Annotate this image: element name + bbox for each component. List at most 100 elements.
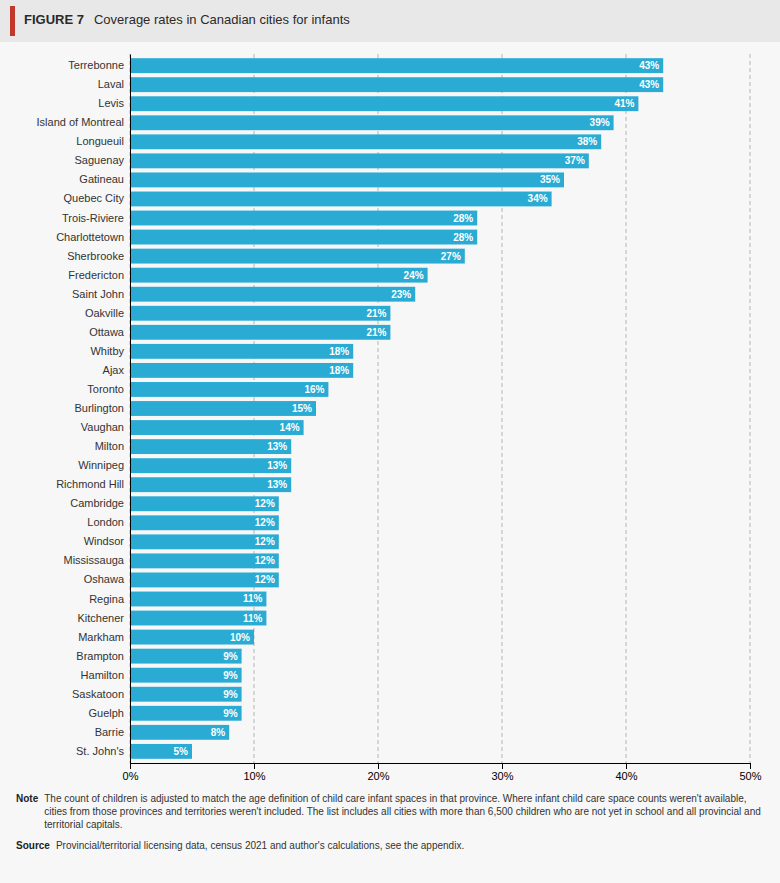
x-tick-mark — [378, 763, 379, 769]
bar — [130, 458, 291, 473]
y-tick: Brampton — [76, 650, 124, 662]
y-tick: Longueuil — [76, 135, 124, 147]
title: Coverage rates in Canadian cities for in… — [94, 12, 350, 27]
y-tick-label: Whitby — [90, 345, 124, 357]
y-tick-label: Vaughan — [81, 421, 124, 433]
y-tick-label: Cambridge — [70, 497, 124, 509]
data-label: 11% — [243, 593, 263, 604]
y-tick-label: Ottawa — [89, 326, 125, 338]
bar — [130, 249, 465, 264]
data-label: 12% — [255, 536, 275, 547]
background — [0, 0, 780, 883]
data-label: 41% — [614, 98, 634, 109]
y-tick: Oakville — [85, 307, 124, 319]
y-tick: Guelph — [89, 707, 124, 719]
y-tick: Burlington — [74, 402, 124, 414]
y-tick: Barrie — [95, 726, 124, 738]
bar — [130, 172, 564, 187]
y-tick: Whitby — [90, 345, 124, 357]
title-background — [0, 0, 780, 42]
y-tick: Windsor — [84, 535, 125, 547]
bar — [130, 401, 316, 416]
data-labels: 43%43%41%39%38%37%35%34%28%28%27%24%23%2… — [174, 60, 660, 757]
data-label: 43% — [639, 60, 659, 71]
y-tick-label: Windsor — [84, 535, 125, 547]
x-tick-label: 50% — [739, 770, 761, 782]
notes: Note The count of children is adjusted to… — [16, 793, 761, 851]
data-label: 21% — [366, 308, 386, 319]
y-tick-label: Charlottetown — [56, 231, 124, 243]
bar — [130, 134, 601, 149]
y-tick-label: Milton — [95, 440, 124, 452]
x-tick-mark — [750, 763, 751, 769]
data-label: 16% — [304, 384, 324, 395]
bar — [130, 115, 614, 130]
y-tick-label: Quebec City — [63, 192, 124, 204]
note-text: The count of children is adjusted to mat… — [44, 793, 761, 830]
bar — [130, 58, 663, 73]
y-tick: Ajax — [103, 364, 125, 376]
y-tick: Regina — [89, 593, 125, 605]
y-tick: Trois-Riviere — [62, 212, 124, 224]
note-label: Source — [16, 840, 50, 851]
y-tick: Levis — [98, 97, 124, 109]
bar — [130, 420, 304, 435]
bar — [130, 630, 254, 645]
bar — [130, 382, 328, 397]
y-tick-label: Regina — [89, 593, 125, 605]
y-tick-label: Trois-Riviere — [62, 212, 124, 224]
y-tick-label: Winnipeg — [78, 459, 124, 471]
note-text: Provincial/territorial licensing data, c… — [56, 840, 464, 851]
grid-line — [750, 54, 751, 763]
figure-label: FIGURE 7 — [24, 12, 84, 27]
bar — [130, 96, 638, 111]
y-tick: London — [87, 516, 124, 528]
y-tick: Saguenay — [74, 154, 124, 166]
bar — [130, 268, 428, 283]
data-label: 37% — [565, 155, 585, 166]
data-label: 15% — [292, 403, 312, 414]
x-tick-mark — [254, 763, 255, 769]
x-tick-label: 30% — [491, 770, 513, 782]
bar — [130, 611, 266, 626]
y-tick-label: St. John's — [76, 745, 124, 757]
y-tick-label: Toronto — [87, 383, 124, 395]
y-tick-label: Gatineau — [79, 173, 124, 185]
y-tick-label: Terrebonne — [68, 59, 124, 71]
note-label: Note — [16, 793, 39, 804]
bar — [130, 573, 279, 588]
y-tick: Toronto — [87, 383, 124, 395]
y-tick-label: Laval — [98, 78, 124, 90]
data-label: 14% — [280, 422, 300, 433]
bar — [130, 706, 242, 721]
x-tick-label: 0% — [123, 770, 139, 782]
data-label: 35% — [540, 174, 560, 185]
y-tick: Island of Montreal — [37, 116, 124, 128]
y-tick: Saint John — [72, 288, 124, 300]
y-tick-label: Ajax — [103, 364, 125, 376]
data-label: 27% — [441, 251, 461, 262]
bar — [130, 287, 415, 302]
plot: 43%43%41%39%38%37%35%34%28%28%27%24%23%2… — [37, 54, 762, 782]
bar — [130, 744, 192, 759]
x-tick-mark — [502, 763, 503, 769]
bar — [130, 725, 229, 740]
y-axis: Terrebonne Laval Levis Island of Montreal Lo… — [37, 55, 131, 764]
y-tick-label: Saint John — [72, 288, 124, 300]
y-tick: Sherbrooke — [67, 250, 124, 262]
bars — [130, 58, 663, 759]
bar — [130, 344, 353, 359]
bar — [130, 439, 291, 454]
data-label: 23% — [391, 289, 411, 300]
data-label: 9% — [223, 689, 238, 700]
y-axis-line — [130, 55, 131, 764]
bar — [130, 306, 390, 321]
data-label: 9% — [223, 670, 238, 681]
data-label: 13% — [267, 441, 287, 452]
y-tick-label: Mississauga — [63, 554, 124, 566]
y-tick: Gatineau — [79, 173, 124, 185]
x-axis-line — [131, 764, 751, 770]
data-label: 13% — [267, 479, 287, 490]
bar — [130, 325, 390, 340]
bar — [130, 211, 477, 226]
